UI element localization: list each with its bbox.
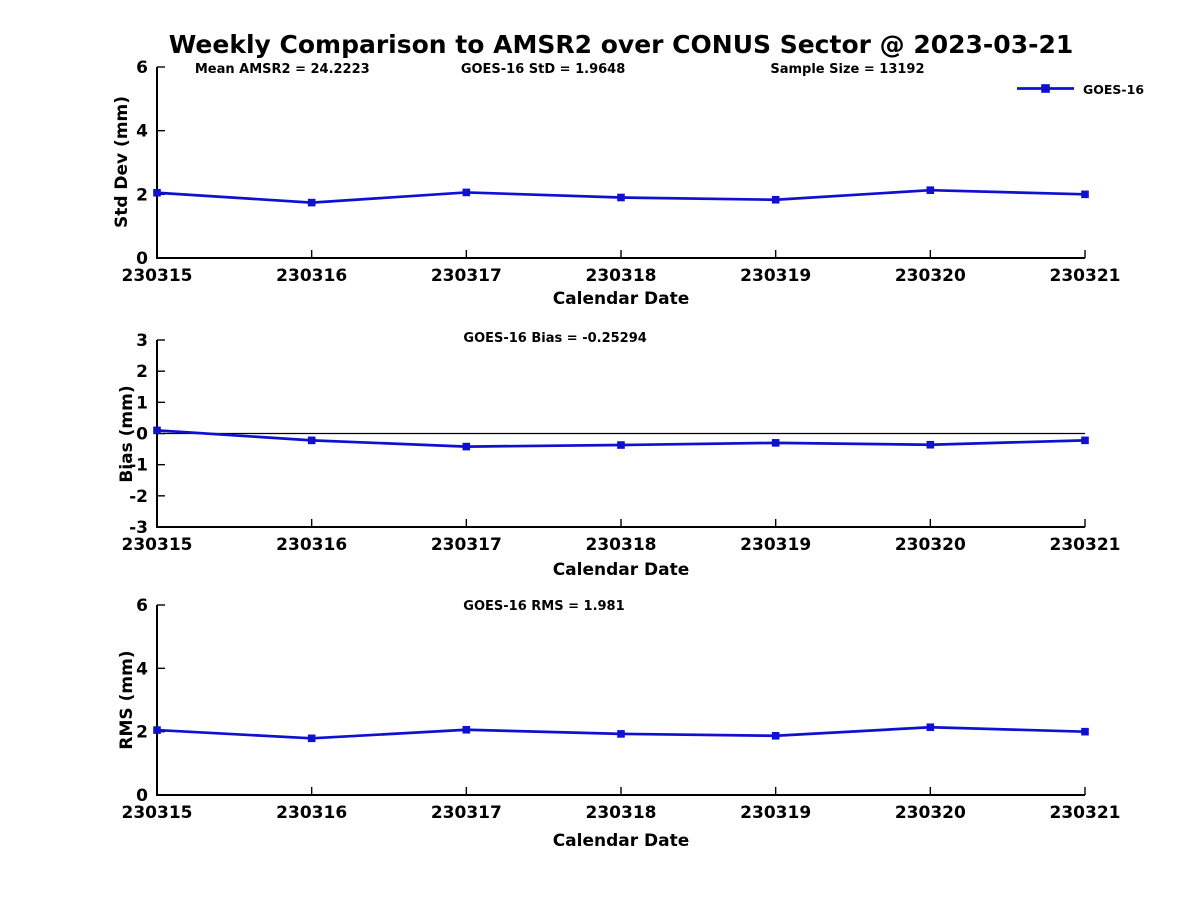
series-marker: [462, 725, 471, 734]
series-marker: [926, 723, 935, 732]
series-marker: [153, 426, 161, 435]
y-axis-label-rms: RMS (mm): [117, 650, 137, 750]
series-marker: [926, 440, 935, 449]
x-tick-label: 230321: [1050, 803, 1121, 823]
x-tick-label: 230315: [122, 803, 193, 823]
x-tick-label: 230315: [122, 266, 193, 286]
series-marker: [771, 439, 780, 447]
y-tick-label: 3: [136, 331, 148, 351]
y-tick-label: 2: [136, 185, 148, 205]
y-axis-label-stddev: Std Dev (mm): [112, 95, 132, 229]
y-tick-label: -2: [129, 487, 148, 507]
series-marker: [1081, 190, 1089, 199]
x-tick-label: 230318: [586, 535, 657, 555]
y-tick-label: 2: [136, 362, 148, 382]
series-marker: [1081, 727, 1089, 736]
x-tick-label: 230321: [1050, 535, 1121, 555]
y-axis-label-bias: Bias (mm): [117, 385, 137, 483]
x-tick-label: 230317: [431, 266, 502, 286]
y-tick-label: 6: [136, 58, 148, 78]
x-tick-label: 230316: [276, 535, 347, 555]
y-tick-label: 0: [136, 425, 148, 445]
x-tick-label: 230315: [122, 535, 193, 555]
series-marker: [307, 198, 316, 207]
x-tick-label: 230317: [431, 535, 502, 555]
series-marker: [307, 734, 316, 743]
series-marker: [1081, 436, 1089, 445]
x-tick-label: 230316: [276, 266, 347, 286]
x-tick-label: 230321: [1050, 266, 1121, 286]
x-tick-label: 230316: [276, 803, 347, 823]
x-tick-label: 230320: [895, 803, 966, 823]
x-tick-label: 230319: [740, 803, 811, 823]
y-tick-label: 6: [136, 596, 148, 616]
x-axis-label-rms: Calendar Date: [552, 831, 690, 851]
annotation-mean-amsr2: Mean AMSR2 = 24.2223: [194, 62, 370, 77]
series-marker: [617, 730, 625, 738]
series-marker: [153, 188, 161, 197]
x-tick-label: 230320: [895, 535, 966, 555]
annotation-sample-size: Sample Size = 13192: [770, 62, 925, 77]
annotation-goes16-std: GOES-16 StD = 1.9648: [460, 62, 626, 77]
y-tick-label: 1: [136, 393, 148, 413]
x-tick-label: 230318: [586, 266, 657, 286]
x-tick-label: 230318: [586, 803, 657, 823]
series-marker: [617, 441, 625, 449]
y-tick-label: -3: [129, 518, 148, 538]
series-marker: [462, 442, 471, 451]
series-marker: [771, 195, 780, 204]
legend-marker: [1041, 84, 1050, 93]
series-marker: [307, 436, 316, 445]
y-tick-label: 4: [136, 122, 148, 142]
y-tick-label: 0: [136, 249, 148, 269]
series-marker: [153, 726, 161, 734]
x-tick-label: 230320: [895, 266, 966, 286]
y-tick-label: -1: [129, 456, 148, 476]
figure-title: Weekly Comparison to AMSR2 over CONUS Se…: [168, 30, 1074, 59]
annotation-goes16-bias: GOES-16 Bias = -0.25294: [463, 331, 647, 346]
y-tick-label: 2: [136, 723, 148, 743]
x-tick-label: 230319: [740, 266, 811, 286]
annotation-goes16-rms: GOES-16 RMS = 1.981: [463, 599, 625, 614]
x-tick-label: 230317: [431, 803, 502, 823]
legend-label: GOES-16: [1083, 82, 1145, 97]
x-tick-label: 230319: [740, 535, 811, 555]
y-tick-label: 0: [136, 786, 148, 806]
series-marker: [771, 731, 780, 740]
x-axis-label-bias: Calendar Date: [552, 560, 690, 580]
series-marker: [462, 188, 471, 197]
y-tick-label: 4: [136, 659, 148, 679]
series-marker: [617, 193, 625, 202]
x-axis-label-stddev: Calendar Date: [552, 289, 690, 309]
series-marker: [926, 186, 935, 194]
